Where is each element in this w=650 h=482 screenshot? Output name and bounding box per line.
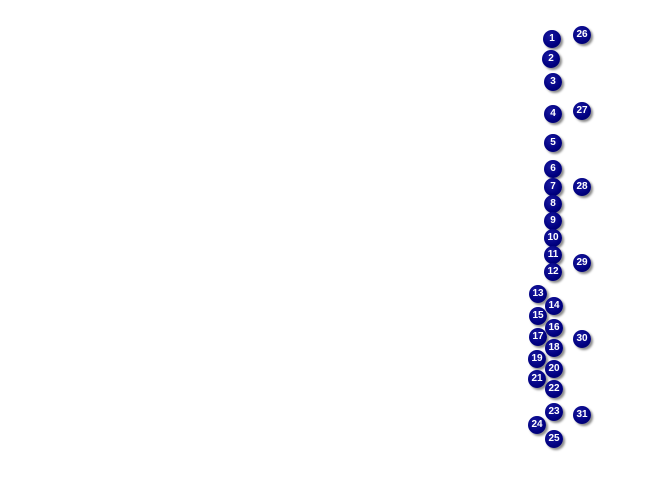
numbered-marker[interactable]: 21 bbox=[528, 370, 546, 388]
numbered-marker[interactable]: 7 bbox=[544, 178, 562, 196]
numbered-marker[interactable]: 14 bbox=[545, 297, 563, 315]
numbered-marker[interactable]: 13 bbox=[529, 285, 547, 303]
numbered-marker[interactable]: 5 bbox=[544, 134, 562, 152]
numbered-marker[interactable]: 8 bbox=[544, 195, 562, 213]
numbered-marker[interactable]: 24 bbox=[528, 416, 546, 434]
numbered-marker[interactable]: 1 bbox=[543, 30, 561, 48]
numbered-marker[interactable]: 11 bbox=[544, 246, 562, 264]
numbered-marker[interactable]: 9 bbox=[544, 212, 562, 230]
numbered-marker[interactable]: 29 bbox=[573, 254, 591, 272]
numbered-marker[interactable]: 16 bbox=[545, 319, 563, 337]
numbered-marker[interactable]: 6 bbox=[544, 160, 562, 178]
numbered-marker[interactable]: 18 bbox=[545, 339, 563, 357]
numbered-marker[interactable]: 25 bbox=[545, 430, 563, 448]
numbered-marker[interactable]: 12 bbox=[544, 263, 562, 281]
numbered-marker[interactable]: 30 bbox=[573, 330, 591, 348]
numbered-marker[interactable]: 19 bbox=[528, 350, 546, 368]
numbered-marker[interactable]: 23 bbox=[545, 403, 563, 421]
numbered-marker[interactable]: 28 bbox=[573, 178, 591, 196]
numbered-marker[interactable]: 10 bbox=[544, 229, 562, 247]
numbered-marker[interactable]: 17 bbox=[529, 328, 547, 346]
numbered-marker[interactable]: 15 bbox=[529, 307, 547, 325]
numbered-marker[interactable]: 31 bbox=[573, 406, 591, 424]
numbered-marker[interactable]: 27 bbox=[573, 102, 591, 120]
numbered-marker[interactable]: 20 bbox=[545, 360, 563, 378]
numbered-marker[interactable]: 4 bbox=[544, 105, 562, 123]
numbered-marker[interactable]: 22 bbox=[545, 380, 563, 398]
numbered-marker[interactable]: 2 bbox=[542, 50, 560, 68]
numbered-marker[interactable]: 26 bbox=[573, 26, 591, 44]
numbered-marker[interactable]: 3 bbox=[544, 73, 562, 91]
